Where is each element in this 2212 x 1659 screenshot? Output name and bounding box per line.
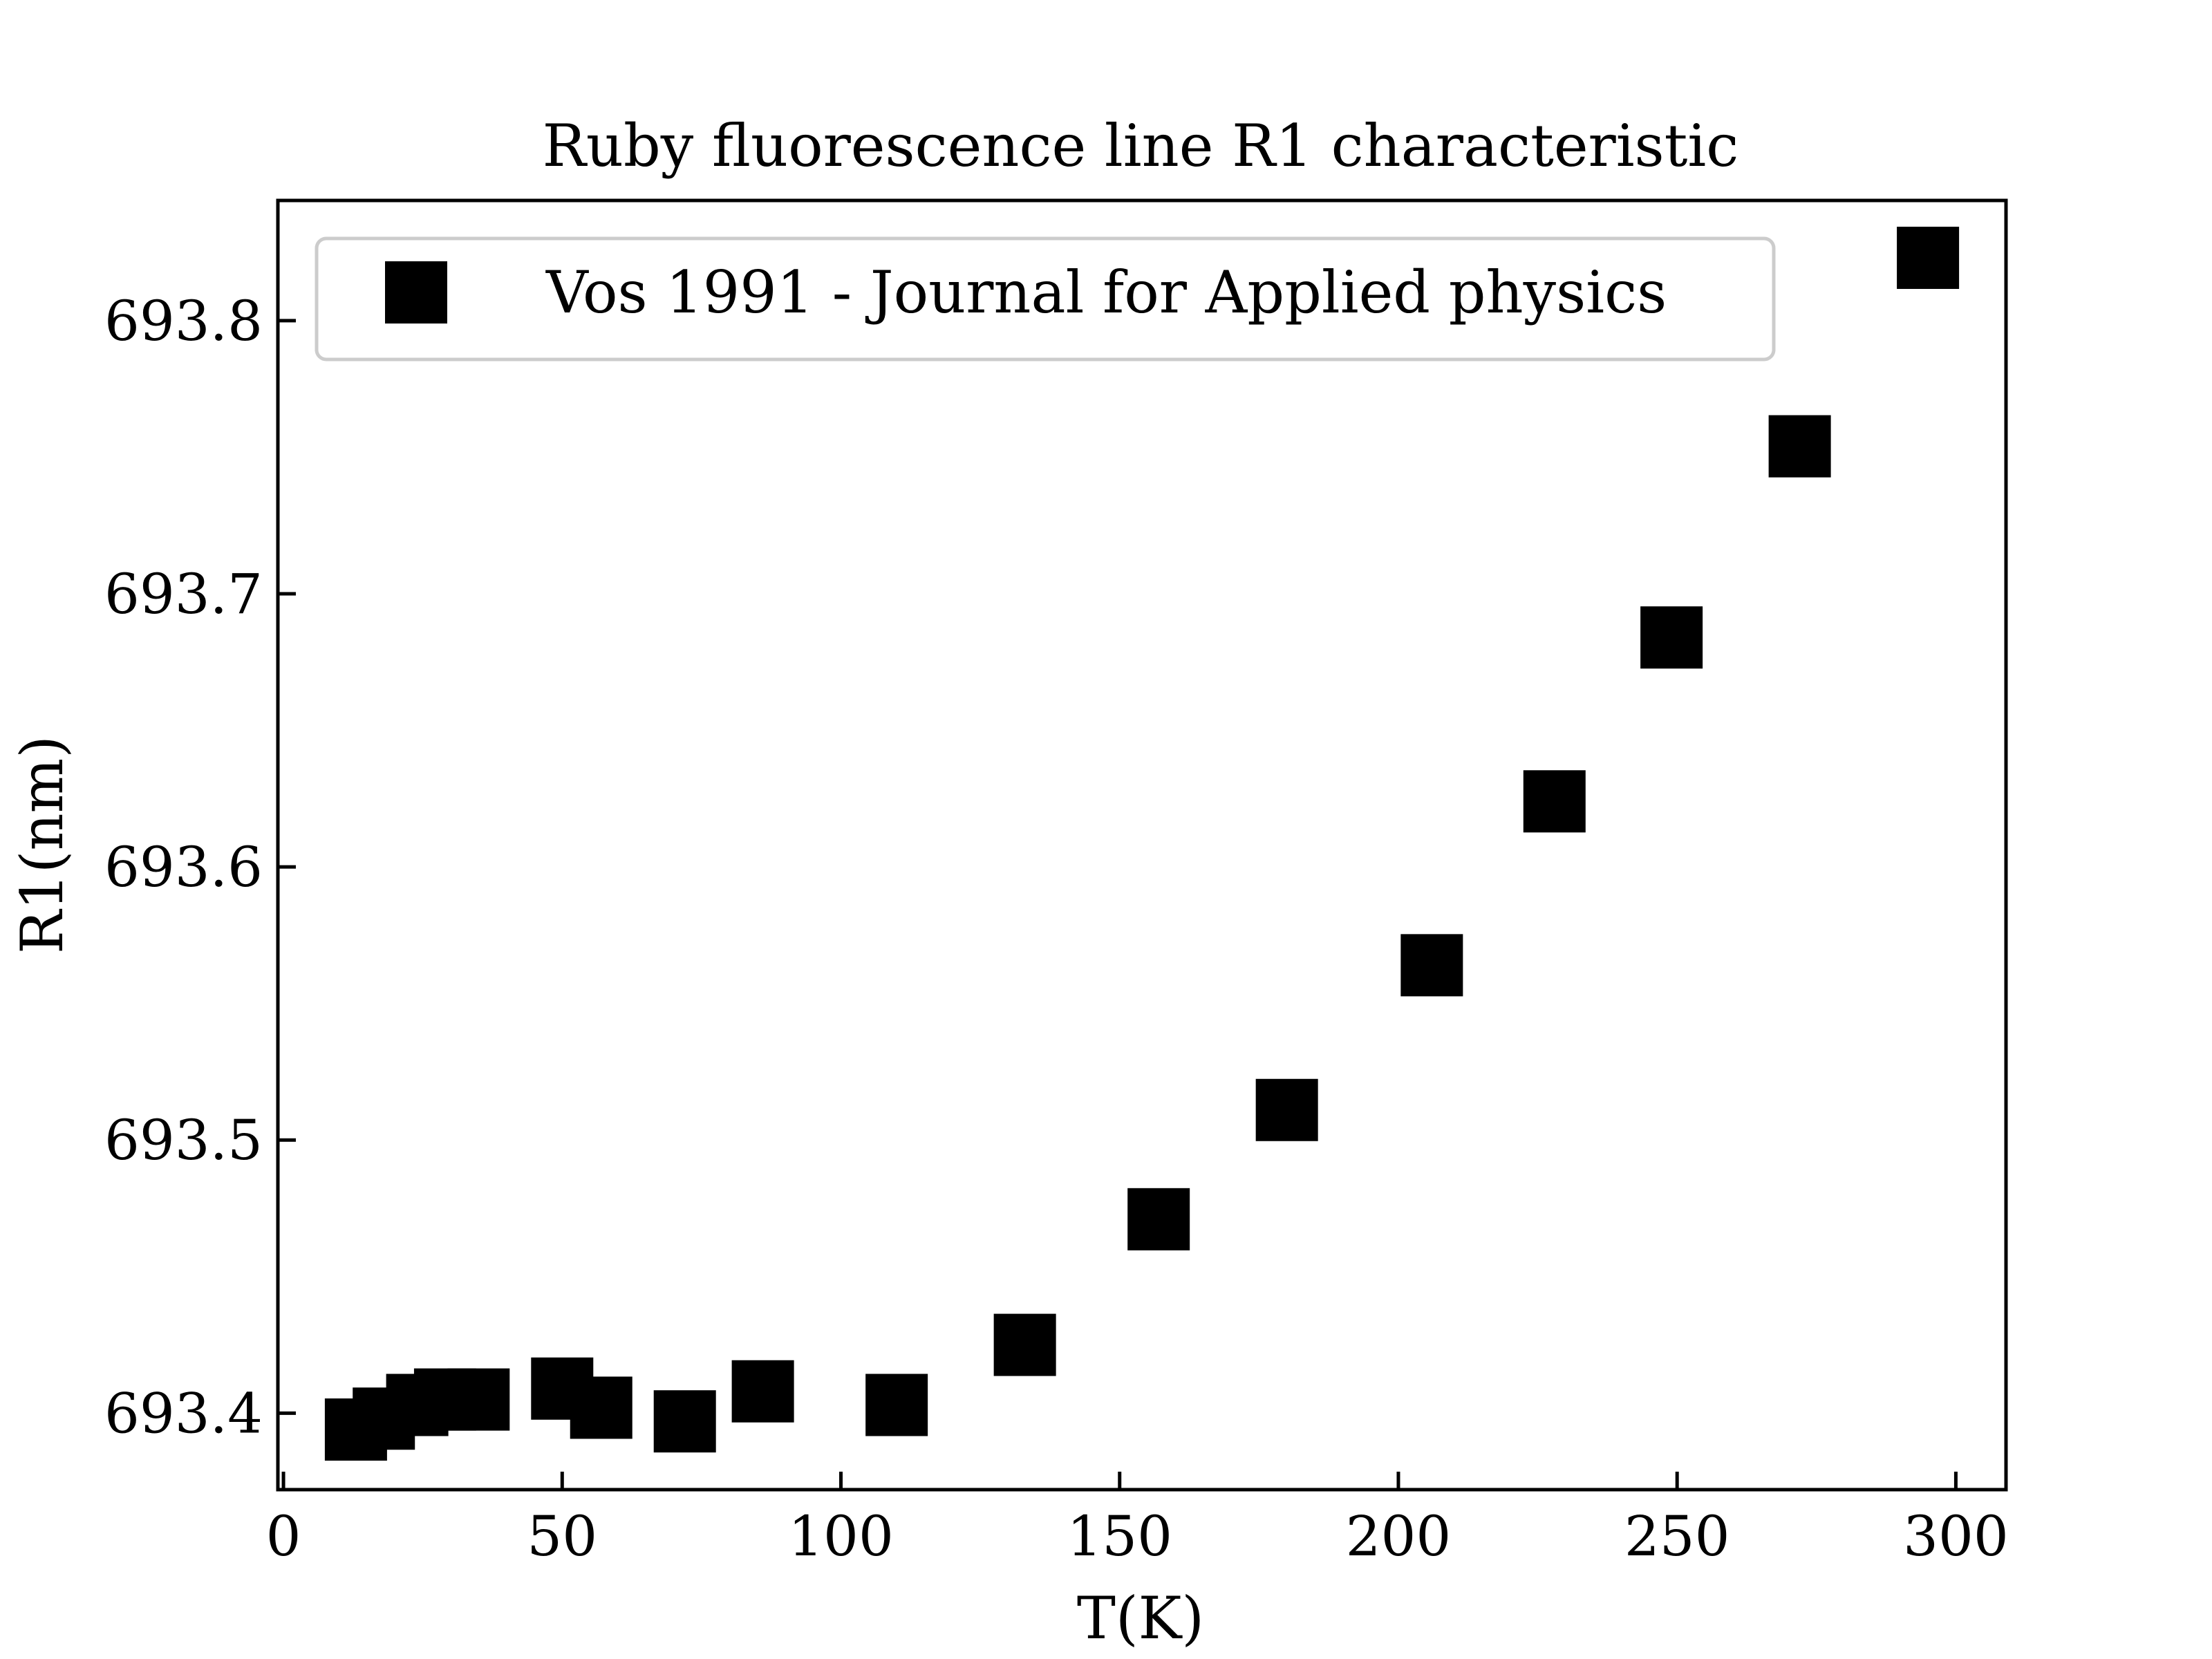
x-axis: 0 50 100 150 200 250 300 — [266, 1472, 2009, 1568]
data-point — [653, 1390, 716, 1453]
legend-entry-label: Vos 1991 - Journal for Applied physics — [545, 259, 1667, 326]
data-point — [1127, 1188, 1190, 1250]
y-tick-label: 693.6 — [104, 835, 263, 899]
y-tick-label: 693.7 — [104, 562, 263, 626]
data-point — [731, 1360, 794, 1423]
x-axis-label: T(K) — [1077, 1584, 1204, 1652]
x-tick-label: 100 — [788, 1504, 894, 1568]
data-point — [1523, 770, 1586, 833]
data-point — [1255, 1078, 1318, 1141]
data-point — [1768, 415, 1831, 478]
chart-title: Ruby fluorescence line R1 characteristic — [543, 112, 1739, 180]
y-tick-label: 693.5 — [104, 1108, 263, 1172]
data-point — [447, 1368, 510, 1431]
legend: Vos 1991 - Journal for Applied physics — [315, 236, 1776, 362]
x-tick-label: 150 — [1067, 1504, 1172, 1568]
y-axis: 693.4 693.5 693.6 693.7 693.8 — [104, 289, 296, 1445]
data-point — [865, 1374, 928, 1436]
y-axis-label: R1(nm) — [8, 735, 76, 954]
y-tick-label: 693.4 — [104, 1381, 263, 1445]
data-point — [1897, 226, 1960, 289]
data-point — [570, 1376, 632, 1439]
x-tick-label: 250 — [1624, 1504, 1730, 1568]
data-markers — [324, 226, 1960, 1461]
x-tick-label: 50 — [527, 1504, 597, 1568]
plot-frame — [276, 198, 2008, 1492]
legend-box — [315, 236, 1776, 362]
x-tick-label: 200 — [1346, 1504, 1452, 1568]
legend-marker — [385, 261, 447, 324]
data-point — [993, 1313, 1056, 1376]
data-point — [1400, 934, 1463, 997]
x-tick-label: 300 — [1903, 1504, 2009, 1568]
data-point — [1640, 606, 1703, 669]
x-tick-label: 0 — [266, 1504, 301, 1568]
plot-area — [324, 226, 1960, 1461]
y-tick-label: 693.8 — [104, 289, 263, 353]
